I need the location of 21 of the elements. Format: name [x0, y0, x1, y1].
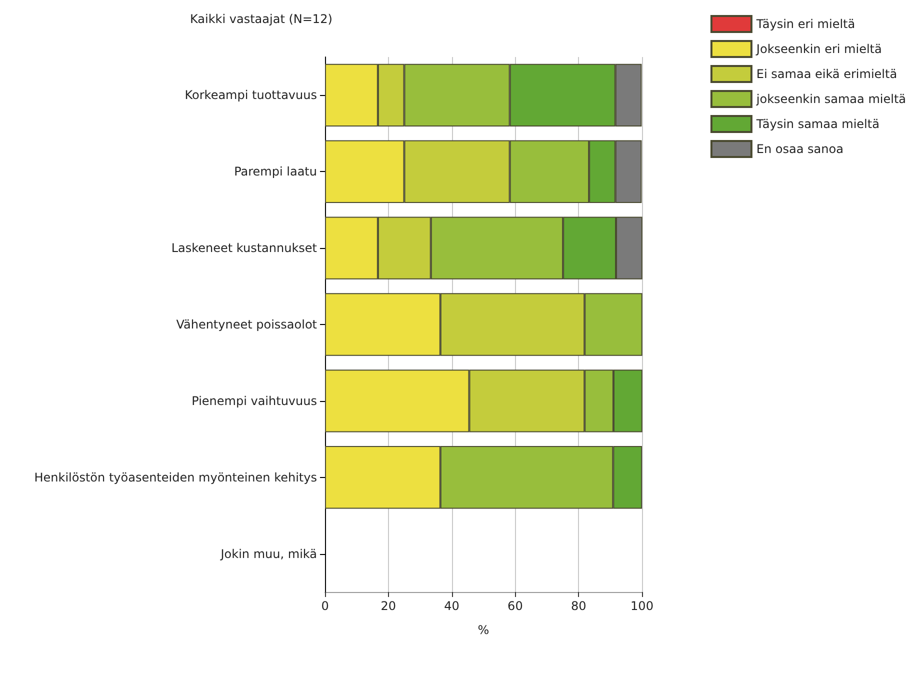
x-tick-label: 0 [321, 599, 329, 613]
legend-label: Täysin samaa mieltä [755, 117, 880, 131]
legend-label: Jokseenkin eri mieltä [755, 42, 882, 56]
legend-label: Ei samaa eikä erimieltä [756, 67, 898, 81]
y-tick-label: Jokin muu, mikä [220, 546, 317, 561]
y-tick-label: Parempi laatu [234, 164, 317, 179]
y-tick-label: Korkeampi tuottavuus [184, 88, 317, 102]
x-tick-label: 60 [508, 599, 523, 613]
x-tick-label: 80 [570, 599, 586, 613]
x-tick-label: 40 [444, 599, 460, 613]
legend-label: jokseenkin samaa mieltä [755, 92, 906, 106]
x-axis-title: % [478, 623, 490, 637]
legend-label: En osaa sanoa [756, 142, 844, 156]
x-tick-label: 20 [380, 599, 396, 613]
y-tick-label: Henkilöstön työasenteiden myönteinen kehitys [34, 470, 317, 484]
legend-label: Täysin eri mieltä [755, 17, 856, 31]
y-tick-label: Vähentyneet poissaolot [176, 318, 318, 332]
x-tick-label: 100 [630, 599, 654, 613]
y-tick-label: Laskeneet kustannukset [171, 241, 318, 256]
y-tick-label: Pienempi vaihtuvuus [192, 394, 317, 408]
chart-title: Kaikki vastaajat (N=12) [190, 12, 332, 26]
